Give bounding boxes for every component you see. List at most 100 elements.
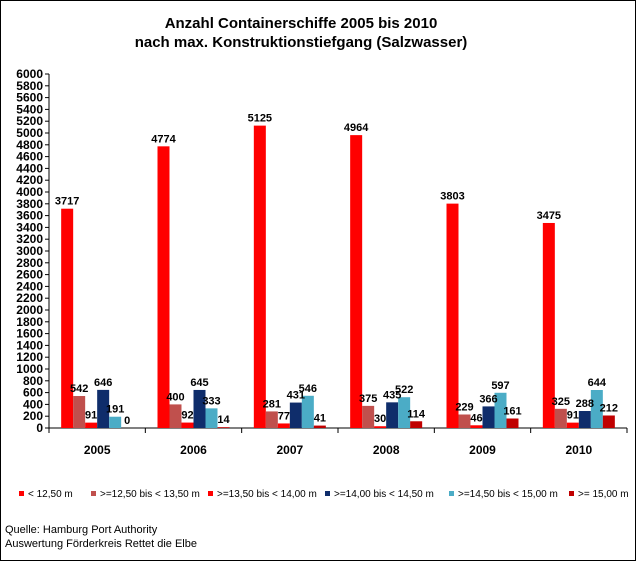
bar: [398, 397, 411, 428]
y-tick-label: 2400: [16, 279, 43, 293]
bar: [482, 406, 495, 428]
data-label: 91: [567, 410, 579, 422]
bar: [470, 425, 483, 428]
data-label: 3475: [537, 210, 561, 222]
y-tick-label: 6000: [16, 67, 43, 81]
bar: [542, 222, 555, 428]
legend-swatch: [91, 491, 96, 496]
bar: [446, 203, 459, 428]
y-tick-label: 600: [23, 386, 43, 400]
legend-item: >=13,50 bis < 14,00 m: [208, 489, 317, 500]
y-tick-label: 2800: [16, 256, 43, 270]
legend-item: >=12,50 bis < 13,50 m: [91, 489, 200, 500]
data-label: 288: [576, 398, 594, 410]
bar: [169, 404, 182, 428]
y-tick-label: 4000: [16, 185, 43, 199]
data-label: 431: [287, 390, 305, 402]
data-label: 14: [217, 414, 230, 426]
bar: [301, 395, 314, 428]
data-label: 597: [491, 380, 509, 392]
y-tick-label: 5600: [16, 91, 43, 105]
y-tick-label: 3200: [16, 232, 43, 246]
x-category-label: 2008: [373, 443, 400, 457]
y-tick-label: 1200: [16, 350, 43, 364]
y-tick-label: 3600: [16, 209, 43, 223]
bar: [602, 415, 615, 428]
data-label: 229: [455, 401, 473, 413]
bar: [386, 402, 399, 428]
y-tick-label: 3800: [16, 197, 43, 211]
y-tick-label: 4400: [16, 161, 43, 175]
source-line-2: Auswertung Förderkreis Rettet die Elbe: [5, 538, 197, 550]
legend-item: >= 15,00 m: [569, 489, 629, 500]
bar: [566, 422, 579, 428]
chart-title-line-1: Anzahl Containerschiffe 2005 bis 2010: [165, 15, 438, 32]
data-label: 3803: [440, 191, 464, 203]
data-label: 92: [181, 410, 193, 422]
data-label: 646: [94, 377, 112, 389]
chart-title-line-2: nach max. Konstruktionstiefgang (Salzwas…: [135, 34, 468, 51]
legend-label: >=14,50 bis < 15,00 m: [458, 489, 558, 500]
data-label: 645: [190, 377, 208, 389]
bar: [85, 422, 98, 428]
y-tick-label: 5800: [16, 79, 43, 93]
x-category-label: 2009: [469, 443, 496, 457]
y-tick-label: 4800: [16, 138, 43, 152]
legend-label: >=12,50 bis < 13,50 m: [100, 489, 200, 500]
bar: [374, 426, 387, 428]
y-tick-label: 5000: [16, 126, 43, 140]
bar: [458, 414, 471, 428]
legend-item: < 12,50 m: [19, 489, 73, 500]
data-label: 114: [407, 408, 426, 420]
data-label: 212: [600, 402, 618, 414]
x-category-label: 2006: [180, 443, 207, 457]
axes: 0200400600800100012001400160018002000220…: [16, 67, 628, 500]
data-label: 3717: [55, 196, 79, 208]
data-label: 435: [383, 389, 401, 401]
y-tick-label: 2600: [16, 268, 43, 282]
data-label: 0: [124, 415, 130, 427]
x-category-label: 2010: [565, 443, 592, 457]
bar: [73, 396, 86, 428]
bar: [61, 208, 74, 428]
y-tick-label: 1000: [16, 362, 43, 376]
bar: [350, 135, 363, 428]
y-tick-label: 4600: [16, 150, 43, 164]
data-label: 644: [588, 377, 607, 389]
data-label: 77: [278, 410, 290, 422]
data-label: 400: [166, 391, 184, 403]
data-label: 91: [85, 410, 97, 422]
x-category-label: 2007: [276, 443, 303, 457]
data-label: 375: [359, 393, 377, 405]
bar: [97, 389, 110, 428]
data-label: 542: [70, 383, 88, 395]
bar: [289, 402, 302, 428]
legend-label: >= 15,00 m: [578, 489, 629, 500]
data-label: 325: [552, 396, 570, 408]
legend-item: >=14,00 bis < 14,50 m: [325, 489, 434, 500]
bar: [362, 405, 375, 428]
legend-swatch: [449, 491, 454, 496]
data-label: 4964: [344, 122, 369, 134]
y-tick-label: 2000: [16, 303, 43, 317]
data-label: 46: [470, 412, 482, 424]
data-labels: 3717 4774 5125 4964 3803 3475 542 400 281 375 229 3…: [55, 113, 618, 427]
y-tick-label: 1800: [16, 315, 43, 329]
bar-marks: [61, 125, 615, 429]
data-label: 191: [106, 404, 124, 416]
y-tick-label: 2200: [16, 291, 43, 305]
data-label: 41: [314, 413, 326, 425]
y-tick-label: 1400: [16, 338, 43, 352]
bar: [253, 125, 266, 428]
bar: [205, 408, 218, 428]
data-label: 4774: [151, 133, 176, 145]
bar: [410, 421, 423, 428]
y-tick-label: 3000: [16, 244, 43, 258]
bar: [193, 389, 206, 428]
bar: [313, 425, 326, 428]
bar: [494, 392, 507, 428]
bar: [578, 411, 591, 428]
data-label: 281: [263, 398, 281, 410]
y-tick-label: 400: [23, 397, 43, 411]
